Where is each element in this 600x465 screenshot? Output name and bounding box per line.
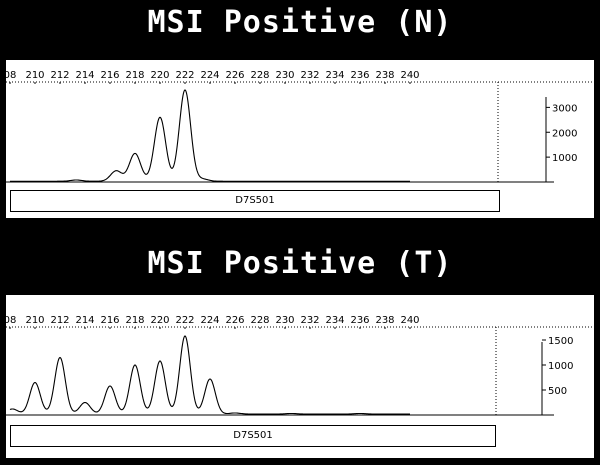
electropherogram-panel-t: 08 210 212 214 216 218 220 222 224 226 228 230 232 23… bbox=[6, 295, 594, 458]
electropherogram-panel-n: 08 210 212 214 216 218 220 222 224 226 228 230 232 23… bbox=[6, 60, 594, 218]
x-tick-label: 238 bbox=[375, 70, 394, 81]
x-tick-label: 210 bbox=[25, 315, 44, 326]
panel-title-t: MSI Positive (T) bbox=[0, 243, 600, 285]
x-tick-label: 236 bbox=[350, 70, 369, 81]
x-tick-label: 218 bbox=[125, 315, 144, 326]
x-tick-label: 230 bbox=[275, 70, 294, 81]
x-tick-label: 214 bbox=[75, 315, 94, 326]
x-tick-label: 238 bbox=[375, 315, 394, 326]
x-tick-label: 224 bbox=[200, 70, 219, 81]
x-tick-label: 222 bbox=[175, 315, 194, 326]
x-tick-label: 216 bbox=[100, 315, 119, 326]
y-tick-label: 1500 bbox=[548, 336, 573, 347]
trace-line bbox=[10, 89, 410, 182]
marker-label-t: D7S501 bbox=[10, 425, 496, 447]
x-tick-label: 216 bbox=[100, 70, 119, 81]
x-tick-label: 08 bbox=[6, 315, 16, 326]
y-tick-label: 1000 bbox=[552, 153, 577, 164]
y-tick-label: 2000 bbox=[552, 128, 577, 139]
x-tick-label: 222 bbox=[175, 70, 194, 81]
y-tick-label: 500 bbox=[548, 386, 567, 397]
panel-title-n: MSI Positive (N) bbox=[0, 2, 600, 44]
x-tick-label: 220 bbox=[150, 315, 169, 326]
x-tick-label: 220 bbox=[150, 70, 169, 81]
x-tick-label: 234 bbox=[325, 70, 344, 81]
x-tick-label: 210 bbox=[25, 70, 44, 81]
y-tick-label: 1000 bbox=[548, 361, 573, 372]
x-tick-label: 228 bbox=[250, 315, 269, 326]
electropherogram-t: 08 210 212 214 216 218 220 222 224 226 228 230 232 23… bbox=[6, 315, 594, 416]
x-tick-label: 212 bbox=[50, 315, 69, 326]
x-tick-label: 214 bbox=[75, 70, 94, 81]
x-tick-label: 240 bbox=[400, 315, 419, 326]
electropherogram-n: 08 210 212 214 216 218 220 222 224 226 228 230 232 23… bbox=[6, 70, 594, 183]
x-tick-label: 240 bbox=[400, 70, 419, 81]
x-tick-label: 212 bbox=[50, 70, 69, 81]
trace-line bbox=[9, 335, 410, 415]
x-tick-label: 218 bbox=[125, 70, 144, 81]
marker-label-n: D7S501 bbox=[10, 190, 500, 212]
x-tick-label: 226 bbox=[225, 70, 244, 81]
x-tick-label: 08 bbox=[6, 70, 16, 81]
y-tick-label: 3000 bbox=[552, 103, 577, 114]
x-tick-label: 230 bbox=[275, 315, 294, 326]
x-tick-label: 228 bbox=[250, 70, 269, 81]
x-tick-label: 232 bbox=[300, 70, 319, 81]
x-tick-label: 236 bbox=[350, 315, 369, 326]
x-tick-label: 234 bbox=[325, 315, 344, 326]
x-tick-label: 226 bbox=[225, 315, 244, 326]
x-tick-label: 224 bbox=[200, 315, 219, 326]
x-tick-label: 232 bbox=[300, 315, 319, 326]
